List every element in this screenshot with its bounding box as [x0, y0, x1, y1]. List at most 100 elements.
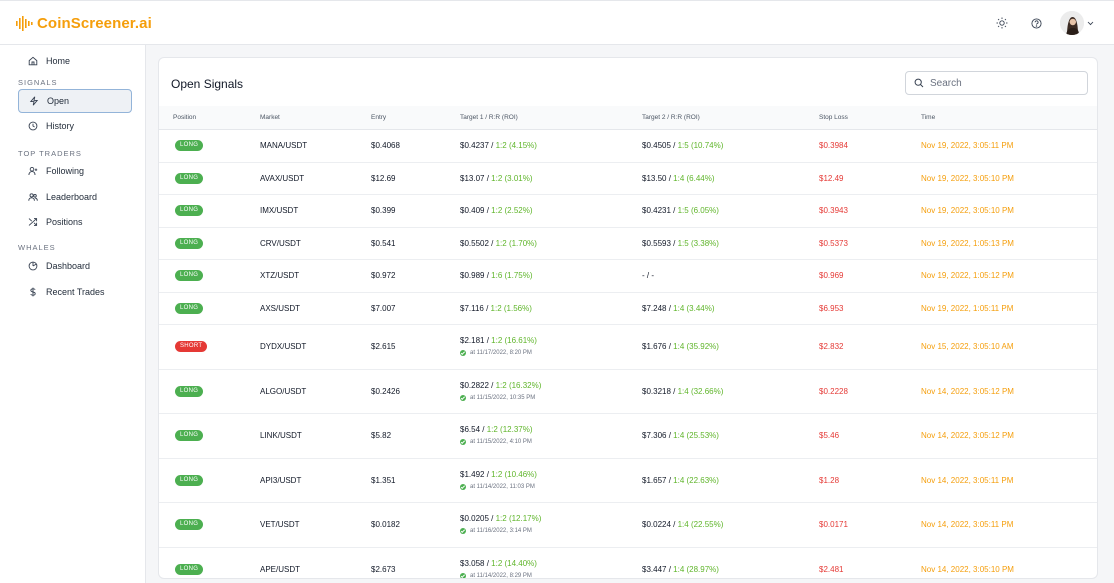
table-row[interactable]: LONG ALGO/USDT $0.2426 $0.2822 / 1:2 (16.32… — [159, 370, 1097, 414]
search-input[interactable] — [930, 77, 1080, 89]
stop-loss-cell: $0.969 — [819, 271, 844, 281]
target-2-roi: 1:5 (6.05%) — [677, 206, 719, 216]
target-1-price: $13.07 — [460, 173, 485, 183]
target-2-cell: - / - — [642, 271, 654, 281]
target-1-price: $0.4237 — [460, 141, 489, 151]
target-2-roi: 1:4 (22.63%) — [673, 475, 719, 485]
entry-cell: $7.007 — [371, 303, 396, 313]
sidebar-item-leaderboard[interactable]: Leaderboard — [18, 185, 132, 209]
avatar — [1060, 11, 1084, 35]
market-cell[interactable]: LINK/USDT — [260, 431, 302, 441]
table-row[interactable]: LONG AXS/USDT $7.007 $7.116 / 1:2 (1.56%) $7… — [159, 293, 1097, 325]
table-row[interactable]: LONG CRV/USDT $0.541 $0.5502 / 1:2 (1.70%) $… — [159, 228, 1097, 260]
position-badge: LONG — [175, 302, 204, 314]
column-header-target-2[interactable]: Target 2 / R:R (ROI) — [642, 114, 700, 121]
target-1-cell: $0.2822 / 1:2 (16.32%) — [460, 380, 542, 390]
table-row[interactable]: LONG MANA/USDT $0.4068 $0.4237 / 1:2 (4.15%… — [159, 130, 1097, 163]
check-circle-icon — [460, 439, 466, 446]
target-2-cell: $1.657 / 1:4 (22.63%) — [642, 475, 719, 485]
check-circle-icon — [460, 350, 466, 357]
market-cell[interactable]: API3/USDT — [260, 475, 302, 485]
target-2-price: $0.4231 — [642, 206, 671, 216]
position-badge: LONG — [175, 385, 204, 397]
target-1-hit-time: at 11/17/2022, 8:20 PM — [470, 350, 532, 357]
target-1-price: $0.5502 — [460, 238, 489, 248]
target-2-cell: $0.4231 / 1:5 (6.05%) — [642, 206, 719, 216]
sidebar-item-open[interactable]: Open — [18, 89, 132, 113]
market-cell[interactable]: IMX/USDT — [260, 206, 299, 216]
sidebar: Home SIGNALS Open History TOP TRADERS Fo… — [0, 45, 146, 583]
market-cell[interactable]: XTZ/USDT — [260, 271, 300, 281]
target-1-cell: $1.492 / 1:2 (10.46%) — [460, 469, 537, 479]
entry-cell: $2.615 — [371, 342, 396, 352]
market-cell[interactable]: DYDX/USDT — [260, 342, 307, 352]
target-1-hit: at 11/16/2022, 3:14 PM — [460, 528, 532, 535]
position-badge: LONG — [175, 205, 204, 217]
lightning-icon — [29, 96, 39, 106]
sidebar-item-history[interactable]: History — [18, 114, 132, 138]
position-badge: LONG — [175, 430, 204, 442]
target-1-hit: at 11/17/2022, 8:20 PM — [460, 350, 532, 357]
user-menu[interactable] — [1060, 11, 1094, 35]
target-1-cell: $3.058 / 1:2 (14.40%) — [460, 558, 537, 568]
column-header-market[interactable]: Market — [260, 114, 280, 121]
sidebar-item-dashboard[interactable]: Dashboard — [18, 254, 132, 278]
column-header-time[interactable]: Time — [921, 114, 936, 121]
column-header-entry[interactable]: Entry — [371, 114, 387, 121]
search-box[interactable] — [905, 71, 1088, 95]
target-1-cell: $13.07 / 1:2 (3.01%) — [460, 173, 533, 183]
column-header-target-1[interactable]: Target 1 / R:R (ROI) — [460, 114, 518, 121]
time-cell: Nov 19, 2022, 1:05:12 PM — [921, 271, 1014, 281]
target-2-price: $1.657 — [642, 475, 667, 485]
table-row[interactable]: SHORT DYDX/USDT $2.615 $2.181 / 1:2 (16.61%… — [159, 325, 1097, 370]
target-1-roi: 1:2 (14.40%) — [491, 558, 537, 568]
time-cell: Nov 19, 2022, 3:05:11 PM — [921, 141, 1014, 151]
target-1-hit-time: at 11/14/2022, 8:29 PM — [470, 572, 532, 579]
entry-cell: $0.2426 — [371, 386, 400, 396]
theme-toggle-button[interactable] — [992, 13, 1012, 33]
target-2-roi: 1:4 (22.55%) — [677, 520, 724, 530]
market-cell[interactable]: AXS/USDT — [260, 303, 301, 313]
stop-loss-cell: $0.0171 — [819, 520, 848, 530]
table-row[interactable]: LONG VET/USDT $0.0182 $0.0205 / 1:2 (12.17%… — [159, 503, 1097, 548]
time-cell: Nov 14, 2022, 3:05:11 PM — [921, 520, 1014, 530]
table-row[interactable]: LONG APE/USDT $2.673 $3.058 / 1:2 (14.40%) a… — [159, 548, 1097, 579]
sidebar-item-following[interactable]: Following — [18, 159, 132, 183]
market-cell[interactable]: ALGO/USDT — [260, 386, 307, 396]
position-badge: LONG — [175, 237, 204, 249]
market-cell[interactable]: CRV/USDT — [260, 238, 301, 248]
table-row[interactable]: LONG API3/USDT $1.351 $1.492 / 1:2 (10.46%)… — [159, 459, 1097, 503]
help-button[interactable] — [1026, 13, 1046, 33]
time-cell: Nov 14, 2022, 3:05:12 PM — [921, 386, 1014, 396]
sound-wave-logo-icon — [16, 16, 33, 31]
target-1-cell: $0.5502 / 1:2 (1.70%) — [460, 238, 537, 248]
entry-cell: $0.0182 — [371, 520, 400, 530]
table-row[interactable]: LONG IMX/USDT $0.399 $0.409 / 1:2 (2.52%) $0… — [159, 195, 1097, 228]
brand-logo[interactable]: CoinScreener.ai — [16, 15, 152, 32]
sidebar-item-positions[interactable]: Positions — [18, 210, 132, 234]
market-cell[interactable]: VET/USDT — [260, 520, 300, 530]
target-1-cell: $2.181 / 1:2 (16.61%) — [460, 336, 537, 346]
target-1-price: $2.181 — [460, 336, 485, 346]
sidebar-item-recent-trades[interactable]: Recent Trades — [18, 280, 132, 304]
users-icon — [28, 193, 38, 201]
market-cell[interactable]: AVAX/USDT — [260, 173, 305, 183]
gauge-icon — [28, 261, 38, 271]
entry-cell: $1.351 — [371, 475, 396, 485]
market-cell[interactable]: APE/USDT — [260, 564, 301, 574]
check-circle-icon — [460, 572, 466, 578]
position-badge: LONG — [175, 140, 204, 152]
target-2-price: $13.50 — [642, 173, 667, 183]
time-cell: Nov 19, 2022, 1:05:13 PM — [921, 238, 1014, 248]
table-row[interactable]: LONG AVAX/USDT $12.69 $13.07 / 1:2 (3.01%) $… — [159, 163, 1097, 195]
help-circle-icon — [1030, 17, 1042, 29]
market-cell[interactable]: MANA/USDT — [260, 141, 308, 151]
sidebar-item-home[interactable]: Home — [18, 49, 132, 73]
table-row[interactable]: LONG XTZ/USDT $0.972 $0.989 / 1:6 (1.75%) - … — [159, 260, 1097, 293]
table-row[interactable]: LONG LINK/USDT $5.82 $6.54 / 1:2 (12.37%) at… — [159, 414, 1097, 459]
time-cell: Nov 19, 2022, 1:05:11 PM — [921, 303, 1014, 313]
column-header-stop-loss[interactable]: Stop Loss — [819, 114, 848, 121]
target-2-cell: $0.0224 / 1:4 (22.55%) — [642, 520, 724, 530]
target-1-roi: 1:2 (10.46%) — [491, 469, 537, 479]
column-header-position[interactable]: Position — [173, 114, 197, 121]
